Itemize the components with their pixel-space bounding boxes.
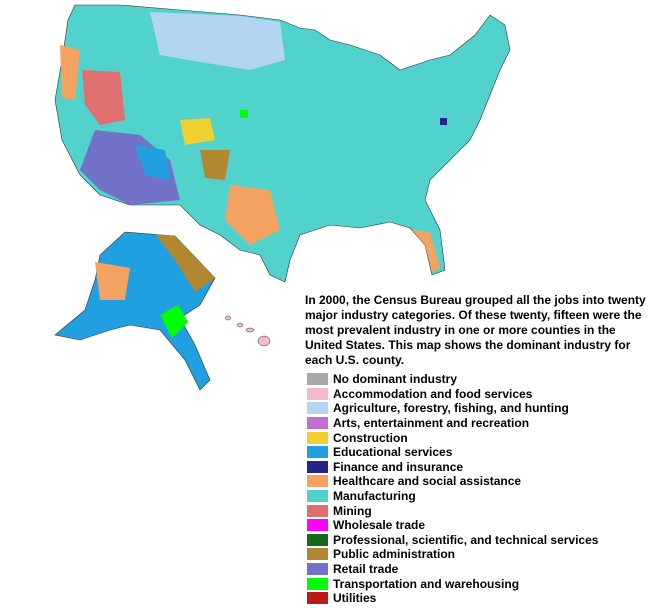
legend-item: Retail trade: [307, 562, 647, 577]
legend-swatch: [307, 548, 328, 561]
legend-swatch: [307, 373, 328, 386]
transport-county: [240, 110, 248, 118]
legend-item: Professional, scientific, and technical …: [307, 533, 647, 548]
us-county-map: [54, 4, 511, 391]
hawaii: [224, 315, 271, 347]
alaska-transport: [160, 305, 188, 338]
legend-label: Public administration: [333, 547, 456, 562]
rockies-construction: [180, 118, 215, 145]
legend-swatch: [307, 402, 328, 415]
hawaii-island: [245, 327, 255, 333]
legend-swatch: [307, 563, 328, 576]
legend-swatch: [307, 592, 328, 605]
legend-label: Transportation and warehousing: [333, 576, 520, 591]
legend-item: Accommodation and food services: [307, 387, 647, 402]
legend-label: Wholesale trade: [333, 518, 426, 533]
west-coast-healthcare: [60, 45, 80, 100]
legend-label: Manufacturing: [333, 489, 416, 504]
legend-label: Finance and insurance: [333, 459, 464, 474]
hawaii-island: [257, 335, 271, 347]
legend-swatch: [307, 446, 328, 459]
legend-item: Educational services: [307, 445, 647, 460]
legend-item: Agriculture, forestry, fishing, and hunt…: [307, 401, 647, 416]
alaska: [54, 231, 216, 391]
legend-swatch: [307, 417, 328, 430]
legend-label: Agriculture, forestry, fishing, and hunt…: [333, 401, 569, 416]
legend-label: Educational services: [333, 445, 453, 460]
legend-item: Finance and insurance: [307, 460, 647, 475]
legend-label: Mining: [333, 503, 372, 518]
great-basin-mining: [82, 70, 125, 125]
mainland: [54, 4, 511, 283]
legend-label: Professional, scientific, and technical …: [333, 532, 599, 547]
legend-item: Healthcare and social assistance: [307, 474, 647, 489]
finance-county: [440, 118, 447, 125]
southwest-education: [135, 145, 170, 180]
plains-agriculture: [150, 12, 285, 70]
legend-item: Transportation and warehousing: [307, 576, 647, 591]
hawaii-island: [236, 322, 244, 328]
legend-label: Arts, entertainment and recreation: [333, 416, 530, 431]
legend-label: Accommodation and food services: [333, 386, 533, 401]
legend-item: Arts, entertainment and recreation: [307, 416, 647, 431]
legend-swatch: [307, 431, 328, 444]
legend-label: No dominant industry: [333, 372, 457, 387]
legend-swatch: [307, 475, 328, 488]
legend-swatch: [307, 533, 328, 546]
legend-label: Retail trade: [333, 562, 399, 577]
legend-swatch: [307, 519, 328, 532]
legend: No dominant industry Accommodation and fo…: [307, 372, 647, 606]
rockies-public-admin: [200, 150, 230, 180]
description: In 2000, the Census Bureau grouped all t…: [305, 293, 646, 367]
legend-item: Manufacturing: [307, 489, 647, 504]
legend-swatch: [307, 577, 328, 590]
florida-healthcare: [412, 230, 440, 272]
legend-label: Healthcare and social assistance: [333, 474, 522, 489]
texas-healthcare: [225, 185, 280, 245]
legend-swatch: [307, 504, 328, 517]
legend-swatch: [307, 490, 328, 503]
legend-swatch: [307, 387, 328, 400]
hawaii-island: [224, 315, 232, 321]
legend-item: Public administration: [307, 547, 647, 562]
legend-item: No dominant industry: [307, 372, 647, 387]
legend-item: Utilities: [307, 591, 647, 606]
legend-item: Wholesale trade: [307, 518, 647, 533]
legend-item: Construction: [307, 430, 647, 445]
legend-label: Utilities: [333, 591, 377, 606]
legend-swatch: [307, 460, 328, 473]
legend-item: Mining: [307, 503, 647, 518]
legend-label: Construction: [333, 430, 408, 445]
alaska-public-admin: [155, 234, 215, 292]
alaska-healthcare: [95, 262, 130, 300]
